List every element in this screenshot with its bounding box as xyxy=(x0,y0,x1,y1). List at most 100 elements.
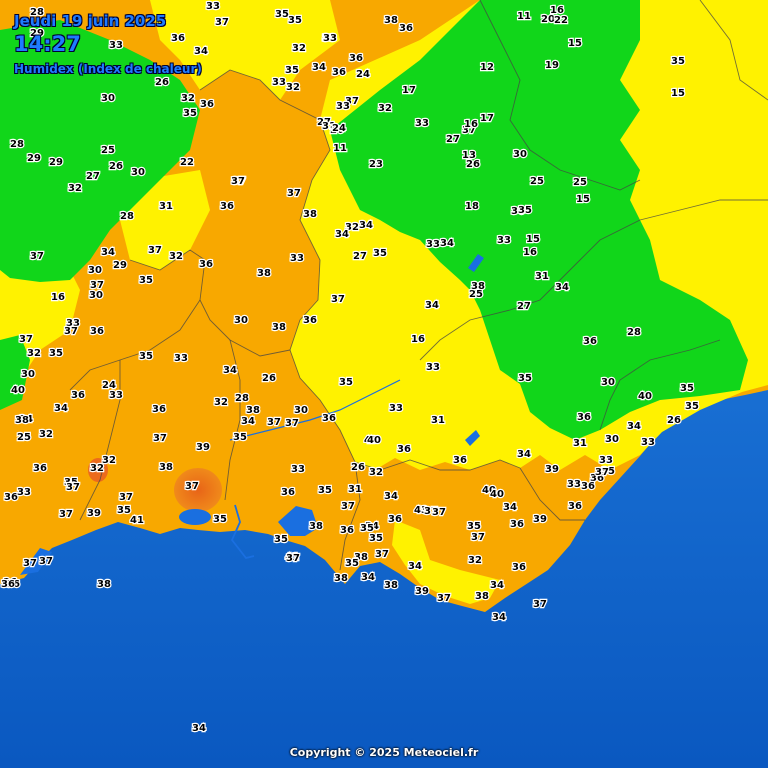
station-humidex-value: 37 xyxy=(375,549,389,560)
station-humidex-value: 36 xyxy=(71,390,85,401)
station-humidex-value: 34 xyxy=(101,247,115,258)
station-humidex-value: 34 xyxy=(490,580,504,591)
station-humidex-value: 27 xyxy=(353,251,367,262)
station-humidex-value: 24 xyxy=(356,69,370,80)
station-humidex-value: 38 xyxy=(309,521,323,532)
lake-serre-poncon xyxy=(468,254,484,272)
map-variable-title: Humidex (Index de chaleur) xyxy=(14,62,202,76)
hot-zone-43 xyxy=(174,468,222,512)
station-humidex-value: 37 xyxy=(285,418,299,429)
station-humidex-value: 33 xyxy=(389,403,403,414)
station-humidex-value: 30 xyxy=(513,149,527,160)
station-humidex-value: 37 xyxy=(19,334,33,345)
station-humidex-value: 12 xyxy=(480,62,494,73)
station-humidex-value: 26 xyxy=(667,415,681,426)
station-humidex-value: 33 xyxy=(323,33,337,44)
station-humidex-value: 31 xyxy=(159,201,173,212)
station-humidex-value: 35 xyxy=(49,348,63,359)
station-humidex-value: 31 xyxy=(348,484,362,495)
station-humidex-value: 33 xyxy=(272,77,286,88)
station-humidex-value: 37 xyxy=(462,125,476,136)
station-humidex-value: 16 xyxy=(550,5,564,16)
station-humidex-value: 35 xyxy=(680,383,694,394)
station-humidex-value: 34 xyxy=(365,521,379,532)
lake-sainte-croix xyxy=(465,430,480,446)
station-humidex-value: 37 xyxy=(471,532,485,543)
station-humidex-value: 29 xyxy=(30,28,44,39)
station-humidex-value: 34 xyxy=(503,502,517,513)
station-humidex-value: 35 xyxy=(183,108,197,119)
station-humidex-value: 38 xyxy=(97,579,111,590)
land-green-zone-northeast xyxy=(330,0,748,440)
station-humidex-value: 32 xyxy=(181,93,195,104)
station-humidex-value: 35 xyxy=(339,377,353,388)
station-humidex-value: 35 xyxy=(360,523,374,534)
station-humidex-value: 35 xyxy=(274,534,288,545)
station-humidex-value: 37 xyxy=(331,294,345,305)
station-humidex-value: 29 xyxy=(27,153,41,164)
station-humidex-value: 38 xyxy=(475,591,489,602)
station-humidex-value: 35 xyxy=(213,514,227,525)
station-humidex-value: 30 xyxy=(294,405,308,416)
station-humidex-value: 32 xyxy=(90,463,104,474)
station-humidex-value: 36 xyxy=(583,336,597,347)
station-humidex-value: 33 xyxy=(109,40,123,51)
station-humidex-value: 36 xyxy=(349,53,363,64)
land-green-zone-southwest-patch xyxy=(0,335,30,410)
station-humidex-value: 25 xyxy=(573,177,587,188)
station-humidex-value: 36 xyxy=(1,579,15,590)
durance-river xyxy=(229,379,401,441)
station-humidex-value: 32 xyxy=(378,103,392,114)
station-humidex-value: 38 xyxy=(334,573,348,584)
station-humidex-value: 36 xyxy=(171,33,185,44)
station-humidex-value: 36 xyxy=(33,463,47,474)
station-humidex-value: 26 xyxy=(262,373,276,384)
station-humidex-value: 34 xyxy=(425,300,439,311)
station-humidex-value: 33 xyxy=(290,253,304,264)
station-humidex-value: 37 xyxy=(595,467,609,478)
station-humidex-value: 24 xyxy=(102,380,116,391)
station-humidex-value: 38 xyxy=(384,580,398,591)
station-humidex-value: 38 xyxy=(471,281,485,292)
station-humidex-value: 36 xyxy=(152,404,166,415)
station-humidex-value: 28 xyxy=(30,7,44,18)
station-humidex-value: 34 xyxy=(194,46,208,57)
station-humidex-value: 35 xyxy=(318,485,332,496)
station-humidex-value: 30 xyxy=(601,377,615,388)
station-humidex-value: 34 xyxy=(312,62,326,73)
station-humidex-value: 36 xyxy=(511,206,525,217)
station-humidex-value: 37 xyxy=(39,556,53,567)
station-humidex-value: 32 xyxy=(286,82,300,93)
station-humidex-value: 37 xyxy=(437,593,451,604)
station-humidex-value: 31 xyxy=(322,121,336,132)
station-humidex-value: 25 xyxy=(101,145,115,156)
station-humidex-value: 19 xyxy=(545,60,559,71)
station-humidex-value: 26 xyxy=(155,77,169,88)
station-humidex-value: 36 xyxy=(303,315,317,326)
station-humidex-value: 15 xyxy=(526,234,540,245)
station-humidex-value: 36 xyxy=(399,23,413,34)
station-humidex-value: 37 xyxy=(30,251,44,262)
station-humidex-value: 37 xyxy=(215,17,229,28)
lagoon-thau xyxy=(20,548,52,575)
station-humidex-value: 29 xyxy=(113,260,127,271)
station-humidex-value: 33 xyxy=(66,318,80,329)
station-humidex-value: 30 xyxy=(89,290,103,301)
station-humidex-value: 35 xyxy=(601,466,615,477)
station-humidex-value: 36 xyxy=(340,525,354,536)
station-humidex-value: 35 xyxy=(117,505,131,516)
station-humidex-value: 40 xyxy=(482,485,496,496)
station-humidex-value: 37 xyxy=(66,482,80,493)
station-humidex-value: 11 xyxy=(333,143,347,154)
station-humidex-value: 32 xyxy=(345,222,359,233)
station-humidex-value: 36 xyxy=(322,413,336,424)
station-humidex-value: 36 xyxy=(590,473,604,484)
station-humidex-value: 16 xyxy=(464,119,478,130)
lagoon-berre xyxy=(179,509,211,525)
station-humidex-value: 38 xyxy=(303,209,317,220)
station-humidex-value: 32 xyxy=(214,397,228,408)
station-humidex-value: 24 xyxy=(19,414,33,425)
station-humidex-value: 34 xyxy=(517,449,531,460)
